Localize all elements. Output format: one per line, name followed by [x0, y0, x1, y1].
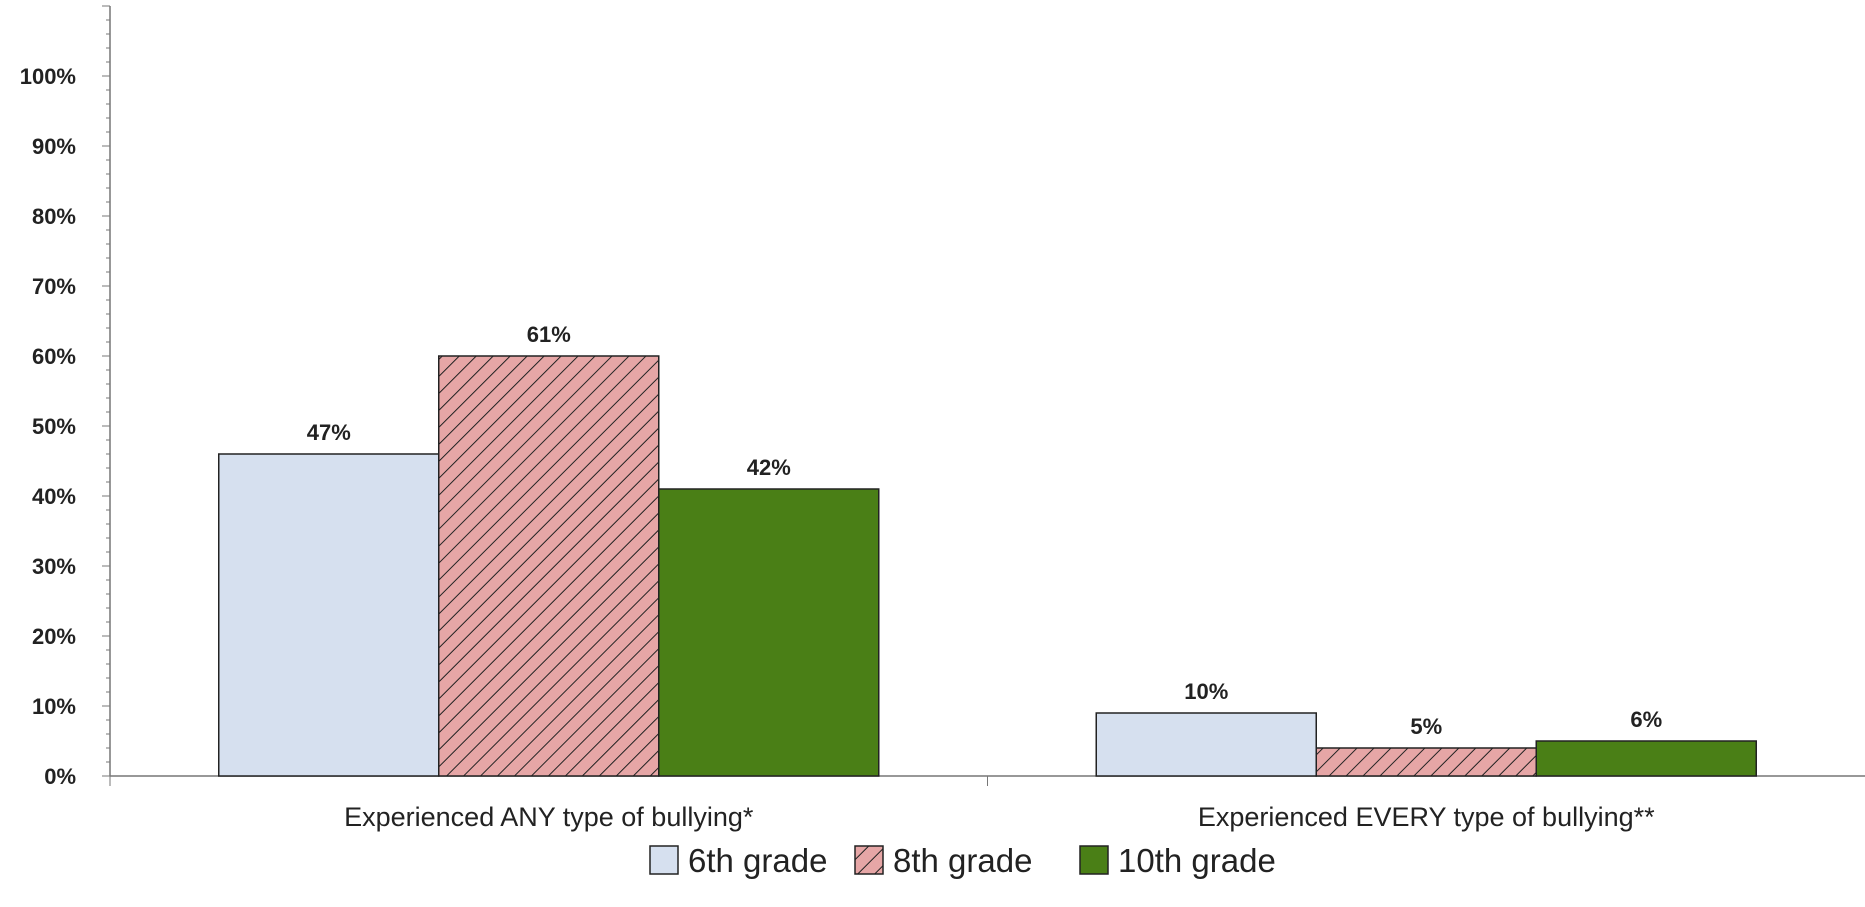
bar-8th-grade	[438, 355, 660, 777]
bar-10th-grade	[658, 488, 880, 777]
bar-10th-grade	[1535, 740, 1757, 777]
y-tick-label: 20%	[32, 624, 76, 649]
legend-label: 6th grade	[688, 842, 827, 879]
y-tick-label: 90%	[32, 134, 76, 159]
legend-item: 10th grade	[1079, 842, 1276, 879]
data-label: 10%	[1184, 679, 1228, 704]
data-label: 61%	[527, 322, 571, 347]
y-tick-label: 80%	[32, 204, 76, 229]
bars	[218, 355, 1757, 777]
axes: 0% 10% 20% 30% 40% 50% 60% 70% 80% 90% 100% Experie…	[20, 5, 1865, 832]
data-labels: 47% 61% 42% 10% 5% 6%	[307, 322, 1662, 739]
y-tick-label: 70%	[32, 274, 76, 299]
legend: 6th grade 8th grade 10th grade	[649, 842, 1276, 879]
x-category-label: Experienced EVERY type of bullying**	[1198, 802, 1655, 832]
y-tick-label: 100%	[20, 64, 76, 89]
bar-8th-grade	[1315, 747, 1537, 777]
y-tick-label: 50%	[32, 414, 76, 439]
y-tick-label: 40%	[32, 484, 76, 509]
data-label: 42%	[747, 455, 791, 480]
legend-swatch	[1079, 845, 1109, 875]
legend-item: 8th grade	[854, 842, 1032, 879]
x-category-label: Experienced ANY type of bullying*	[344, 802, 754, 832]
y-tick-label: 0%	[44, 764, 76, 789]
bar-6th-grade	[1095, 712, 1317, 777]
legend-label: 10th grade	[1118, 842, 1276, 879]
legend-swatch	[649, 845, 679, 875]
legend-swatch	[854, 845, 884, 875]
y-tick-label: 30%	[32, 554, 76, 579]
data-label: 5%	[1410, 714, 1442, 739]
data-label: 47%	[307, 420, 351, 445]
legend-item: 6th grade	[649, 842, 827, 879]
bar-6th-grade	[218, 453, 440, 777]
data-label: 6%	[1630, 707, 1662, 732]
legend-label: 8th grade	[893, 842, 1032, 879]
y-tick-label: 10%	[32, 694, 76, 719]
y-tick-label: 60%	[32, 344, 76, 369]
